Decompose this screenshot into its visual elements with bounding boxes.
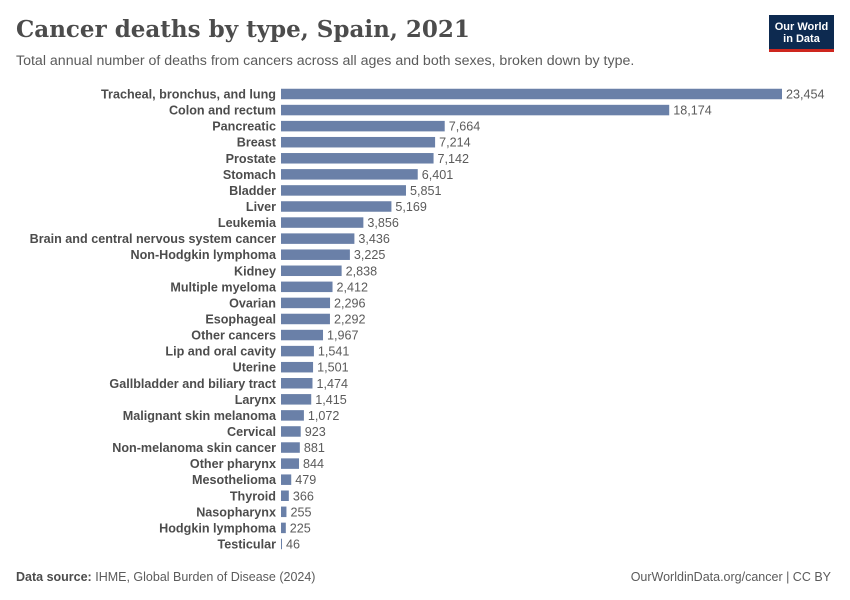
value-label-brain-and-central-nervous-system-cancer: 3,436 <box>358 232 390 246</box>
data-source-text[interactable]: IHME, Global Burden of Disease (2024) <box>95 570 316 584</box>
bar-other-cancers[interactable] <box>281 329 324 341</box>
logo-line-2: in Data <box>783 33 820 45</box>
category-label-other-cancers: Other cancers <box>191 329 276 343</box>
category-label-gallbladder-and-biliary-tract: Gallbladder and biliary tract <box>109 377 276 391</box>
category-label-bladder: Bladder <box>229 184 276 198</box>
category-label-breast: Breast <box>237 136 277 150</box>
value-label-mesothelioma: 479 <box>295 473 316 487</box>
bar-cervical[interactable] <box>281 426 301 437</box>
value-label-breast: 7,214 <box>439 136 471 150</box>
bar-testicular[interactable] <box>281 538 282 550</box>
data-source: Data source: IHME, Global Burden of Dise… <box>16 570 315 584</box>
bar-non-melanoma-skin-cancer[interactable] <box>281 442 300 453</box>
bar-lip-and-oral-cavity[interactable] <box>281 345 314 357</box>
category-label-other-pharynx: Other pharynx <box>190 457 276 471</box>
source-url[interactable]: OurWorldinData.org/cancer | CC BY <box>630 570 831 584</box>
category-label-uterine: Uterine <box>233 361 276 375</box>
data-source-label: Data source: <box>16 570 92 584</box>
category-label-brain-and-central-nervous-system-cancer: Brain and central nervous system cancer <box>30 232 276 246</box>
value-label-uterine: 1,501 <box>317 361 349 375</box>
category-label-non-melanoma-skin-cancer: Non-melanoma skin cancer <box>112 441 276 455</box>
bar-uterine[interactable] <box>281 361 314 373</box>
bar-brain-and-central-nervous-system-cancer[interactable] <box>281 233 355 244</box>
category-label-mesothelioma: Mesothelioma <box>192 473 277 487</box>
bar-bladder[interactable] <box>281 185 406 196</box>
owid-logo[interactable]: Our World in Data <box>769 15 834 52</box>
category-label-cervical: Cervical <box>227 425 276 439</box>
value-label-hodgkin-lymphoma: 225 <box>290 521 311 535</box>
category-label-hodgkin-lymphoma: Hodgkin lymphoma <box>159 521 277 535</box>
value-label-prostate: 7,142 <box>438 152 470 166</box>
value-label-lip-and-oral-cavity: 1,541 <box>318 345 350 359</box>
category-label-stomach: Stomach <box>223 168 276 182</box>
bar-multiple-myeloma[interactable] <box>281 281 333 293</box>
value-label-multiple-myeloma: 2,412 <box>337 280 369 294</box>
bar-non-hodgkin-lymphoma[interactable] <box>281 249 350 260</box>
bar-other-pharynx[interactable] <box>281 458 300 469</box>
value-label-gallbladder-and-biliary-tract: 1,474 <box>316 377 348 391</box>
value-label-non-hodgkin-lymphoma: 3,225 <box>354 248 386 262</box>
chart-title: Cancer deaths by type, Spain, 2021 <box>16 16 470 43</box>
bar-malignant-skin-melanoma[interactable] <box>281 410 304 421</box>
bar-kidney[interactable] <box>281 265 342 277</box>
category-label-lip-and-oral-cavity: Lip and oral cavity <box>165 345 276 359</box>
category-label-ovarian: Ovarian <box>229 296 276 310</box>
value-label-testicular: 46 <box>286 537 300 551</box>
bar-gallbladder-and-biliary-tract[interactable] <box>281 378 313 389</box>
category-label-malignant-skin-melanoma: Malignant skin melanoma <box>123 409 277 423</box>
category-label-thyroid: Thyroid <box>230 489 276 503</box>
value-label-stomach: 6,401 <box>422 168 454 182</box>
value-label-nasopharynx: 255 <box>290 505 311 519</box>
bar-liver[interactable] <box>281 201 392 212</box>
value-label-larynx: 1,415 <box>315 393 347 407</box>
bar-thyroid[interactable] <box>281 490 289 502</box>
bar-hodgkin-lymphoma[interactable] <box>281 522 286 534</box>
category-label-esophageal: Esophageal <box>205 312 276 326</box>
category-label-leukemia: Leukemia <box>218 216 277 230</box>
category-label-tracheal-bronchus-and-lung: Tracheal, bronchus, and lung <box>101 88 276 102</box>
bar-larynx[interactable] <box>281 394 312 405</box>
value-label-liver: 5,169 <box>395 200 427 214</box>
bar-breast[interactable] <box>281 136 436 148</box>
chart-subtitle: Total annual number of deaths from cance… <box>16 53 635 69</box>
category-label-colon-and-rectum: Colon and rectum <box>169 104 276 118</box>
value-label-other-pharynx: 844 <box>303 457 324 471</box>
value-label-kidney: 2,838 <box>346 264 378 278</box>
value-label-thyroid: 366 <box>293 489 314 503</box>
value-label-other-cancers: 1,967 <box>327 329 359 343</box>
value-label-pancreatic: 7,664 <box>449 120 481 134</box>
category-label-larynx: Larynx <box>235 393 276 407</box>
value-label-tracheal-bronchus-and-lung: 23,454 <box>786 88 825 102</box>
bar-esophageal[interactable] <box>281 313 330 325</box>
bar-colon-and-rectum[interactable] <box>281 104 670 116</box>
category-label-nasopharynx: Nasopharynx <box>196 505 276 519</box>
bar-ovarian[interactable] <box>281 297 331 309</box>
bar-tracheal-bronchus-and-lung[interactable] <box>281 88 782 100</box>
bar-nasopharynx[interactable] <box>281 506 287 518</box>
bar-prostate[interactable] <box>281 153 434 164</box>
logo-line-1: Our World <box>774 21 829 33</box>
value-label-malignant-skin-melanoma: 1,072 <box>308 409 340 423</box>
bar-stomach[interactable] <box>281 169 418 180</box>
value-label-non-melanoma-skin-cancer: 881 <box>304 441 325 455</box>
category-label-multiple-myeloma: Multiple myeloma <box>170 280 277 294</box>
value-label-bladder: 5,851 <box>410 184 442 198</box>
value-label-ovarian: 2,296 <box>334 296 366 310</box>
bar-mesothelioma[interactable] <box>281 474 292 485</box>
bar-pancreatic[interactable] <box>281 120 445 132</box>
category-label-pancreatic: Pancreatic <box>212 120 276 134</box>
bar-leukemia[interactable] <box>281 217 364 228</box>
category-label-testicular: Testicular <box>217 537 276 551</box>
value-label-cervical: 923 <box>305 425 326 439</box>
value-label-leukemia: 3,856 <box>367 216 399 230</box>
category-label-kidney: Kidney <box>234 264 276 278</box>
bar-chart: Tracheal, bronchus, and lung 23,454 Colon … <box>30 88 825 552</box>
value-label-colon-and-rectum: 18,174 <box>673 104 712 118</box>
category-label-non-hodgkin-lymphoma: Non-Hodgkin lymphoma <box>130 248 277 262</box>
value-label-esophageal: 2,292 <box>334 312 366 326</box>
category-label-prostate: Prostate <box>226 152 276 166</box>
category-label-liver: Liver <box>246 200 276 214</box>
